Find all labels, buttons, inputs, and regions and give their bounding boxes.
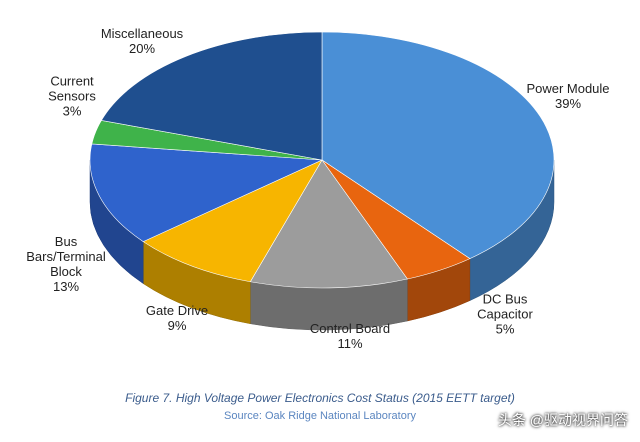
value-label: 3% [62,103,82,119]
slice-label: Current Sensors 3% [42,74,102,119]
caption: Figure 7. High Voltage Power Electronics… [125,391,515,405]
category-name: Current Sensors [48,73,96,104]
value-label: 13% [52,279,80,294]
slice-label: Control Board 11% [290,321,410,351]
category-name: Gate Drive [145,303,209,318]
value-label: 11% [337,336,363,351]
slice-label: Power Module 39% [513,81,623,111]
value-label: 39% [554,96,582,111]
pie-slice [100,31,323,161]
slice-label: DC Bus Capacitor 5% [470,292,540,337]
slice-label: Bus Bars/Terminal Block 13% [19,234,114,294]
category-name: Bus Bars/Terminal Block [26,234,106,279]
slice-label: Gate Drive 9% [132,303,222,333]
category-name: Miscellaneous [100,26,184,41]
pie-slice [142,159,323,283]
category-name: Power Module [526,81,610,96]
value-label: 5% [495,321,515,337]
pie-slice [249,159,408,289]
category-name: DC Bus Capacitor [477,291,533,322]
watermark: 头条 @驱动视界问答 [497,412,628,428]
value-label: 20% [128,41,156,56]
pie-slice [89,143,323,242]
category-name: Control Board [309,321,391,336]
source: Source: Oak Ridge National Laboratory [224,410,416,422]
slice-label: Miscellaneous 20% [82,26,202,56]
pie-slice [321,31,555,259]
value-label: 9% [167,318,187,333]
